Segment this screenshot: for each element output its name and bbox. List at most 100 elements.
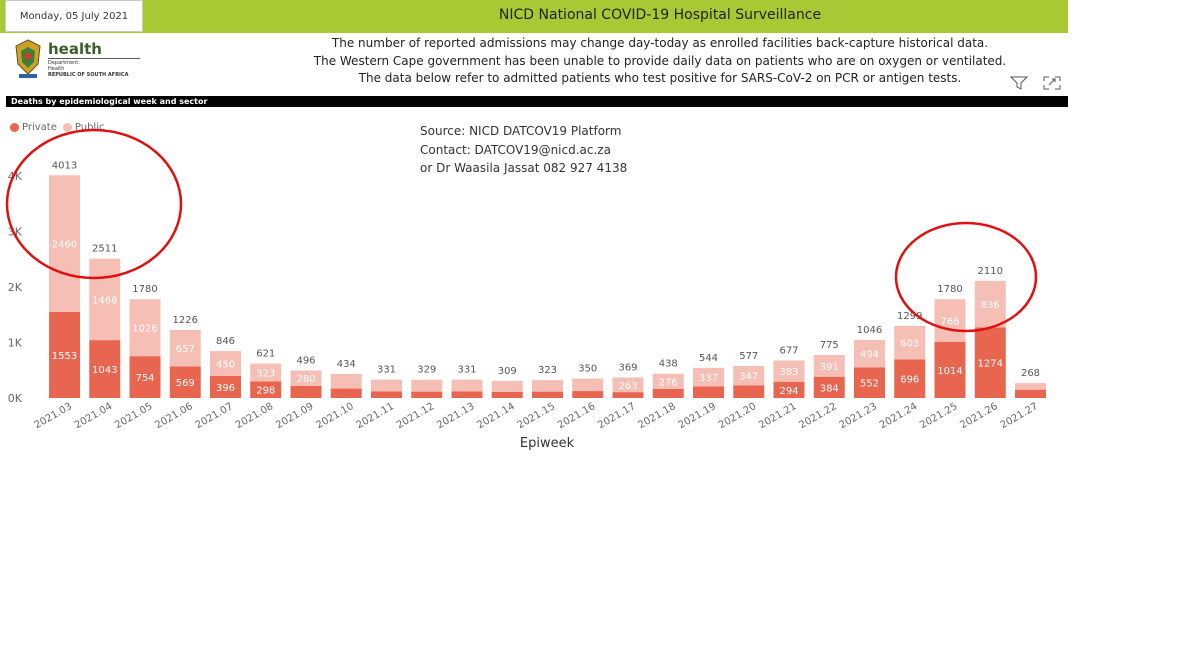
data-label-public: 263 [618,381,637,392]
data-label-public: 603 [900,339,919,350]
bar-private [169,366,201,398]
x-tick-label: 2021.20 [717,401,758,431]
section-title: Deaths by epidemiological week and secto… [11,97,208,106]
x-tick-label: 2021.12 [395,401,436,431]
data-label-total: 577 [739,351,758,362]
data-label-private: 754 [135,373,154,384]
bar-private [572,391,604,398]
data-label-public: 276 [659,377,678,388]
x-tick-label: 2021.14 [475,401,516,431]
bar-private [250,381,282,398]
bar-public [974,280,1006,328]
bar-public [491,380,523,392]
data-label-private: 1014 [937,366,962,377]
bar-public [290,370,322,387]
x-tick-label: 2021.18 [636,401,677,431]
health-department-logo: health Department: Health REPUBLIC OF SO… [12,38,142,84]
x-tick-label: 2021.07 [194,401,235,431]
data-label-total: 2110 [978,266,1003,277]
x-axis-title: Epiweek [520,436,575,451]
bar-public [451,379,483,392]
logo-wordmark: health [48,40,102,58]
x-tick-label: 2021.06 [153,401,194,431]
annotation-circle-early [5,128,183,280]
bar-private [693,386,724,398]
x-tick-label: 2021.26 [958,401,999,431]
bar-public [693,367,724,387]
bar-private [49,311,80,398]
bar-private [1015,389,1046,398]
report-date: Monday, 05 July 2021 [5,0,143,32]
filter-icon[interactable] [1010,76,1028,90]
x-tick-label: 2021.23 [838,401,879,431]
x-tick-label: 2021.05 [113,401,154,431]
data-label-public: 494 [860,350,879,361]
source-line: Source: NICD DATCOV19 Platform [420,124,622,138]
bar-public [411,379,443,392]
legend-label-public[interactable]: Public [74,121,105,133]
bar-public [894,325,926,360]
data-label-total: 268 [1021,368,1040,379]
data-label-public: 766 [940,316,959,327]
contact-line: Contact: DATCOV19@nicd.ac.za [420,142,611,157]
x-tick-label: 2021.25 [918,401,959,431]
bar-private [290,386,322,398]
legend-marker-public [62,122,72,132]
x-tick-label: 2021.04 [73,401,114,431]
legend-label-private[interactable]: Private [22,121,57,133]
data-label-total: 369 [618,363,637,374]
bar-private [411,391,443,398]
legend-marker-private [10,122,19,132]
bar-private [330,388,362,398]
data-label-private: 569 [176,378,195,389]
data-label-public: 657 [176,344,195,355]
data-label-total: 329 [417,365,436,376]
x-tick-label: 2021.22 [797,401,838,431]
data-label-total: 434 [337,359,356,370]
bar-private [733,385,765,398]
x-tick-label: 2021.13 [435,401,476,431]
y-tick-label: 0K [8,392,23,405]
data-label-total: 544 [699,353,718,364]
bar-private [371,391,402,398]
data-label-public: 347 [739,372,758,383]
bar-private [974,327,1006,398]
logo-department-name: Health [48,66,65,72]
contact-phone-line: or Dr Waasila Jassat 082 927 4138 [420,161,628,175]
bar-private [451,391,483,398]
bar-public [813,354,845,377]
data-label-total: 438 [659,359,678,370]
focus-mode-icon[interactable] [1043,76,1061,90]
bar-public [652,373,684,390]
bar-public [210,351,241,377]
x-tick-label: 2021.15 [516,401,557,431]
data-label-public: 450 [216,360,235,371]
logo-divider [48,58,140,59]
chart-legend[interactable]: Private Public [10,121,110,133]
annotation-circle-recent [894,221,1038,333]
data-label-total: 496 [296,355,315,366]
y-tick-label: 2K [8,281,23,294]
data-label-private: 298 [256,386,275,397]
coat-of-arms-icon [15,39,41,78]
data-label-total: 1780 [132,284,157,295]
bar-private [532,391,563,398]
data-label-total: 331 [457,365,476,376]
bar-public [572,378,604,392]
x-tick-label: 2021.09 [274,401,315,431]
bar-private [89,340,121,398]
bar-public [89,258,121,341]
data-label-total: 621 [256,349,275,360]
bar-public [49,175,80,312]
bar-private [652,389,684,398]
data-label-total: 1780 [937,284,962,295]
bar-public [733,365,765,386]
data-label-private: 1274 [978,359,1003,370]
bar-private [129,356,161,398]
data-label-total: 4013 [52,160,77,171]
data-label-total: 331 [377,365,396,376]
data-label-total: 846 [216,336,235,347]
bar-public [250,363,282,382]
bar-public [1015,383,1046,390]
bar-public [371,379,402,392]
